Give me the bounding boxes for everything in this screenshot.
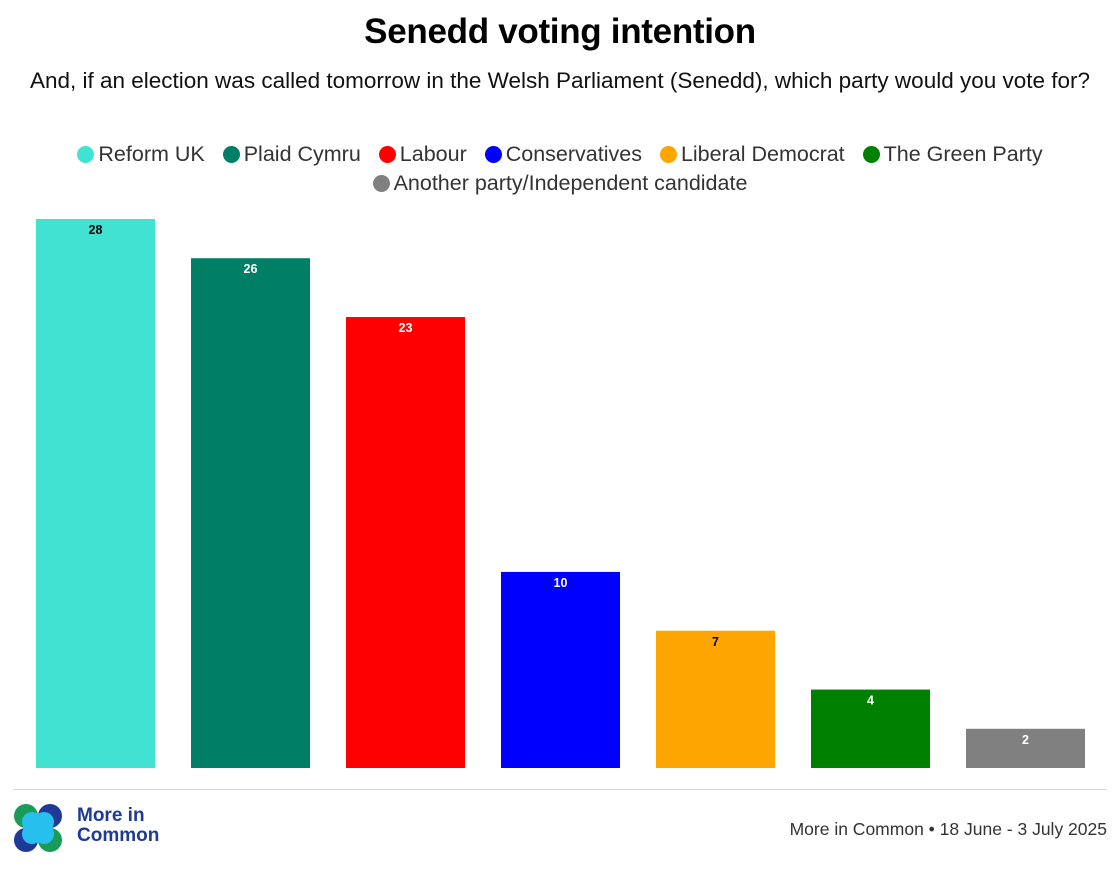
legend-label: Another party/Independent candidate xyxy=(393,171,748,195)
data-label: 26 xyxy=(244,262,258,276)
bar-conservatives xyxy=(501,571,620,768)
source-note: More in Common • 18 June - 3 July 2025 xyxy=(789,819,1107,839)
bar-plaid-cymru xyxy=(191,258,310,768)
legend-swatch-icon xyxy=(372,175,390,192)
data-label: 2 xyxy=(1022,733,1029,747)
legend-label: Labour xyxy=(399,142,467,166)
bar-another-party-independent-candidate xyxy=(966,728,1085,768)
legend-label: The Green Party xyxy=(883,142,1043,166)
legend: Reform UK Plaid Cymru Labour Conservativ… xyxy=(10,140,1110,198)
bar-labour xyxy=(346,317,465,768)
legend-swatch-icon xyxy=(659,146,677,163)
legend-label: Conservatives xyxy=(505,142,642,166)
data-label: 7 xyxy=(712,635,719,649)
legend-swatch-icon xyxy=(222,146,240,163)
legend-swatch-icon xyxy=(378,146,396,163)
legend-label: Liberal Democrat xyxy=(680,142,845,166)
logo-text-line2: Common xyxy=(77,825,160,846)
legend-label: Reform UK xyxy=(98,142,205,166)
legend-label: Plaid Cymru xyxy=(243,142,361,166)
chart-subtitle: And, if an election was called tomorrow … xyxy=(29,68,1091,93)
data-label: 28 xyxy=(89,223,103,237)
bar-the-green-party xyxy=(811,689,930,768)
legend-item-liberal-democrat: Liberal Democrat xyxy=(659,140,845,169)
chart-title: Senedd voting intention xyxy=(364,12,756,51)
bar-reform-uk xyxy=(36,219,155,768)
bar-liberal-democrat xyxy=(656,630,775,768)
legend-item-plaid-cymru: Plaid Cymru xyxy=(222,140,361,169)
legend-item-conservatives: Conservatives xyxy=(484,140,642,169)
more-in-common-logo-icon xyxy=(14,804,62,852)
data-label: 10 xyxy=(554,576,568,590)
legend-swatch-icon xyxy=(862,146,880,163)
footer-divider xyxy=(13,789,1107,790)
data-label: 4 xyxy=(867,694,874,708)
logo-text-line1: More in xyxy=(77,805,145,826)
legend-item-green-party: The Green Party xyxy=(862,140,1043,169)
legend-swatch-icon xyxy=(77,146,95,163)
legend-item-another-party: Another party/Independent candidate xyxy=(372,169,748,198)
bar-chart: 28 26 23 10 7 4 2 xyxy=(36,219,1085,768)
logo-text: More in Common xyxy=(77,806,159,846)
data-label: 23 xyxy=(399,321,413,335)
legend-item-reform-uk: Reform UK xyxy=(77,140,205,169)
legend-swatch-icon xyxy=(484,146,502,163)
legend-item-labour: Labour xyxy=(378,140,467,169)
